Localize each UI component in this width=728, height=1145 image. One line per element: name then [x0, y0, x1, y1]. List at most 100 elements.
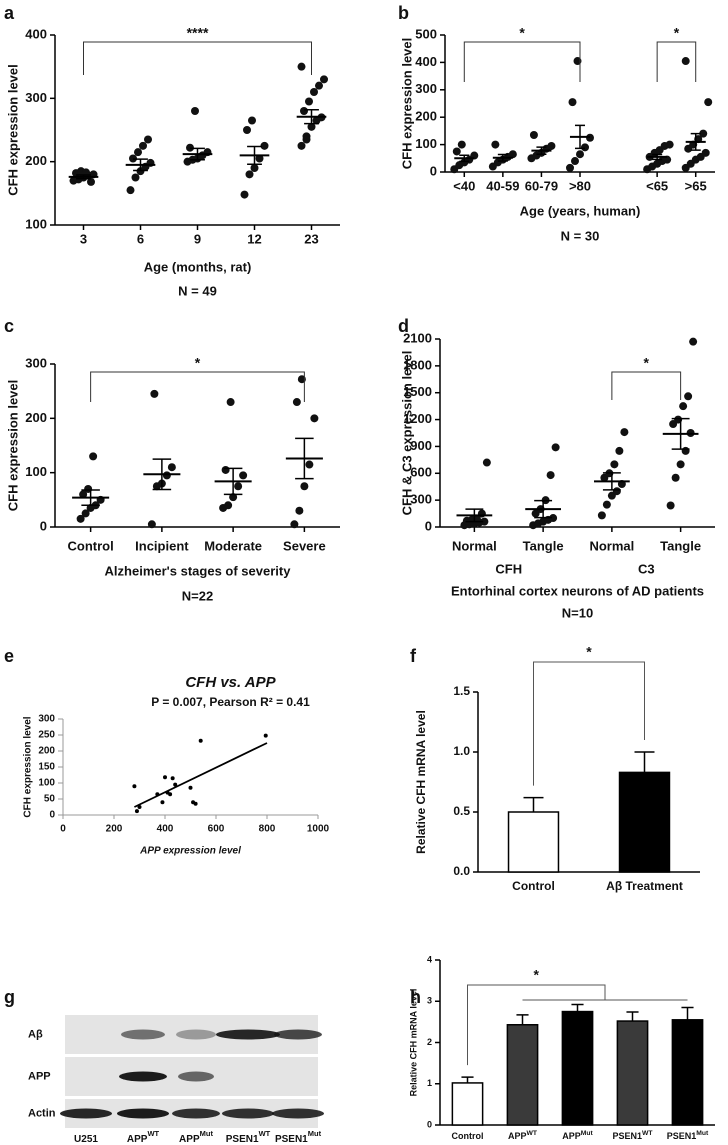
data-point: [243, 126, 251, 134]
y-axis-label: CFH expression level: [5, 380, 20, 512]
y-tick-label: 400: [415, 54, 437, 69]
group-label: CFH: [495, 561, 522, 576]
error-bar: [523, 796, 544, 812]
error-bar: [76, 174, 91, 180]
blot-band: [60, 1108, 112, 1119]
label-base: PSEN1: [275, 1134, 308, 1145]
error-bar: [602, 472, 621, 491]
data-point: [147, 520, 156, 529]
x-tick-label: Incipient: [135, 538, 189, 553]
data-point: [681, 446, 690, 455]
data-point: [666, 501, 675, 510]
y-tick-label: 100: [38, 778, 55, 789]
y-tick-label: 0: [40, 518, 47, 533]
significance-bracket: [533, 661, 645, 786]
y-tick-label: 1500: [403, 384, 432, 399]
error-bar: [671, 417, 690, 450]
data-point: [610, 460, 619, 469]
x-tick-label: PSEN1Mut: [275, 1129, 322, 1144]
data-point: [305, 97, 313, 106]
data-point: [234, 482, 243, 491]
y-tick-label: 250: [38, 730, 55, 741]
data-point: [170, 776, 175, 781]
x-tick-label: U251: [74, 1134, 98, 1145]
label-base: PSEN1: [612, 1131, 642, 1141]
data-point: [248, 116, 256, 125]
error-bar: [461, 1076, 474, 1083]
data-point: [676, 460, 685, 469]
bar: [506, 1024, 539, 1126]
data-point: [547, 141, 556, 150]
significance-bracket: [467, 984, 688, 1066]
y-tick-label: 50: [44, 794, 56, 805]
y-tick-label: 1.0: [453, 744, 470, 758]
data-point: [307, 122, 316, 131]
data-point: [131, 173, 140, 182]
blot-band: [274, 1029, 322, 1040]
x-tick-label: 12: [247, 231, 261, 246]
blot-band: [178, 1071, 214, 1082]
data-point: [224, 501, 233, 510]
x-tick-label: <65: [646, 178, 668, 193]
y-tick-label: 0: [425, 518, 432, 533]
y-tick-label: 1800: [403, 357, 432, 372]
data-point: [191, 107, 199, 115]
y-tick-label: 300: [25, 90, 47, 105]
x-tick-label: PSEN1Mut: [667, 1130, 709, 1141]
group-label: C3: [638, 561, 655, 576]
panel-letter: f: [410, 646, 417, 666]
error-bar: [634, 751, 655, 773]
data-point: [689, 337, 698, 346]
y-tick-label: 0: [49, 810, 55, 821]
data-point: [139, 141, 147, 150]
panel-letter: c: [4, 316, 14, 336]
x-tick-label: APPWT: [127, 1129, 160, 1144]
x-axis-label: APP expression level: [139, 846, 241, 857]
x-tick-label: APPWT: [508, 1130, 538, 1141]
error-bar: [681, 1006, 694, 1020]
x-tick-label: 9: [194, 231, 201, 246]
x-tick-label: Normal: [589, 538, 634, 553]
data-point: [89, 452, 98, 461]
y-tick-label: 1.5: [453, 684, 470, 698]
sample-size: N=10: [562, 605, 593, 620]
blot-row-label: Aβ: [28, 1028, 43, 1040]
significance-bracket: [611, 371, 682, 400]
data-point: [480, 517, 489, 526]
label-base: APP: [508, 1131, 527, 1141]
data-point: [134, 809, 139, 814]
blot-band: [117, 1108, 169, 1119]
data-point: [701, 148, 710, 157]
data-point: [571, 157, 579, 166]
y-tick-label: 900: [410, 438, 432, 453]
significance-label: *: [195, 355, 201, 371]
label-superscript: Mut: [696, 1130, 709, 1137]
y-axis-label: Relative CFH mRNA level: [408, 989, 418, 1097]
blot-band: [222, 1108, 274, 1119]
data-point: [300, 107, 308, 115]
error-bar: [534, 499, 553, 519]
data-point: [581, 143, 589, 152]
significance-bracket: [463, 41, 581, 82]
data-point: [129, 154, 137, 163]
data-point: [173, 782, 178, 787]
data-point: [679, 402, 688, 411]
data-point: [310, 414, 319, 423]
x-tick-label: <40: [453, 178, 475, 193]
blot-row-label: APP: [28, 1070, 51, 1082]
y-tick-label: 1: [427, 1078, 432, 1088]
data-point: [612, 487, 621, 496]
data-point: [221, 465, 230, 474]
error-bar: [295, 437, 314, 480]
label-superscript: Mut: [200, 1129, 214, 1138]
panel-letter: e: [4, 646, 14, 666]
x-tick-label: Aβ Treatment: [606, 879, 683, 893]
x-tick-label: Tangle: [660, 538, 701, 553]
y-tick-label: 300: [410, 492, 432, 507]
data-point: [81, 509, 90, 518]
error-bar: [459, 154, 470, 163]
y-tick-label: 600: [410, 465, 432, 480]
blot-band: [119, 1071, 167, 1082]
data-point: [295, 506, 304, 515]
